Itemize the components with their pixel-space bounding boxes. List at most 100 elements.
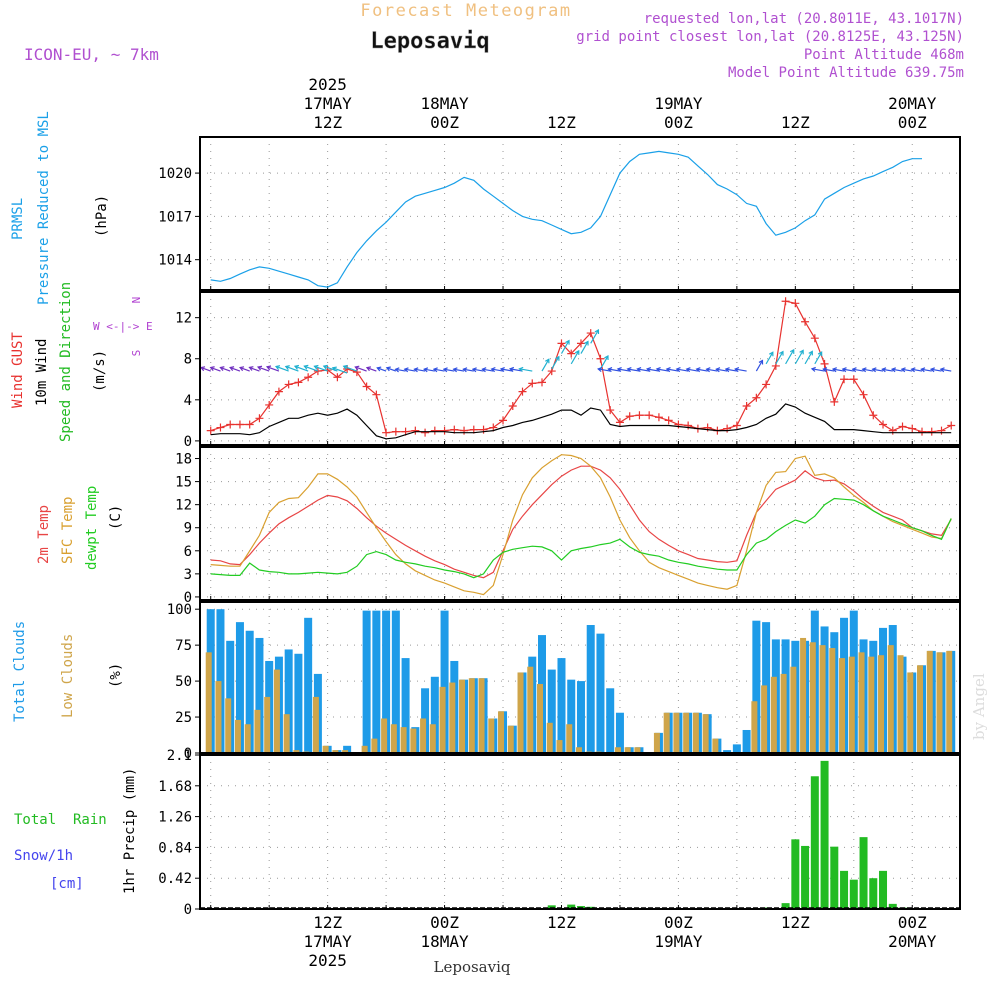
time-label-top: 00Z [430, 113, 459, 132]
low-cloud-bar [215, 681, 222, 753]
low-cloud-bar [712, 738, 719, 753]
wind-arrow [617, 368, 630, 372]
low-cloud-bar [205, 652, 212, 753]
rain-bar [547, 905, 556, 909]
low-cloud-bar [439, 686, 446, 753]
gust-point [781, 297, 790, 306]
gust-point [596, 354, 605, 363]
y-tick-label: 12 [175, 498, 192, 514]
gust-point [625, 412, 634, 421]
wind-arrow [220, 366, 231, 372]
y-tick-label: 18 [175, 452, 192, 468]
plot-area: 101410171020048120369121518025507510000.… [158, 75, 961, 970]
rain-bar [567, 904, 576, 909]
wind-arrow [832, 368, 845, 372]
low-cloud-bar [761, 685, 768, 753]
pressure-label-2: Pressure Reduced to MSL [36, 111, 52, 305]
low-cloud-bar [868, 656, 875, 753]
wind-arrow [355, 366, 367, 372]
gust-point [888, 426, 897, 435]
wind-arrow-head [715, 367, 721, 373]
total-cloud-bar [226, 640, 235, 753]
wind-arrow-head [636, 366, 642, 373]
total-cloud-bar [284, 649, 293, 753]
wind-arrow [500, 368, 513, 372]
gust-point [732, 421, 741, 430]
time-label-bottom: 17MAY [304, 932, 353, 951]
gust-point [849, 375, 858, 384]
cloud-label-1: Total Clouds [12, 621, 28, 722]
wind-arrow [872, 368, 884, 372]
time-label-top: 00Z [898, 113, 927, 132]
wind-arrow [862, 368, 874, 372]
wind-arrow-head [518, 366, 524, 372]
low-cloud-bar [566, 724, 573, 753]
low-cloud-bar [410, 728, 417, 753]
gust-point [440, 426, 449, 435]
gust-point [840, 375, 849, 384]
gust-point [762, 380, 771, 389]
low-cloud-bar [858, 652, 865, 753]
low-cloud-bar [663, 712, 670, 753]
wind-arrow [823, 368, 835, 372]
wind-arrow-head [604, 355, 609, 361]
low-cloud-bar [917, 665, 923, 753]
wind-arrow-head [890, 367, 897, 373]
y-tick-label: 50 [175, 674, 192, 690]
wind-arrow-head [841, 367, 847, 373]
wind-arrow [377, 367, 387, 372]
wind-arrow-head [831, 367, 837, 373]
wind-arrow-head [789, 348, 795, 354]
info-model-altitude: Model Point Altitude 639.75m [728, 65, 964, 81]
wind-arrow-head [490, 367, 496, 373]
gust-point [820, 359, 829, 368]
wind-arrow-head [645, 366, 652, 373]
wind-arrow [921, 368, 932, 372]
rain-bar [820, 760, 829, 909]
y-tick-label: 3 [184, 567, 192, 583]
gust-point [937, 426, 946, 435]
gust-point [508, 401, 517, 410]
temp-label-3: dewpt Temp [84, 486, 100, 570]
location-title: Leposaviq [370, 29, 489, 54]
total-cloud-bar [391, 610, 400, 753]
low-cloud-bar [887, 645, 894, 753]
gust-point [372, 390, 381, 399]
wind-arrow-head [248, 366, 254, 371]
time-label-top: 00Z [664, 113, 693, 132]
wind-arrow [891, 368, 903, 372]
gust-point [362, 382, 371, 391]
wind-arrow [560, 340, 570, 354]
info-requested: requested lon,lat (20.8011E, 43.1017N) [644, 11, 964, 27]
gust-point [538, 378, 546, 387]
gust-point [908, 424, 917, 433]
low-cloud-bar [420, 718, 427, 753]
wind-arrow-head [594, 328, 600, 335]
rain-bar [781, 903, 790, 909]
wind-arrow [686, 368, 699, 372]
rain-bar [810, 776, 819, 909]
precip-label-3: [cm] [50, 876, 84, 892]
wind-arrow [433, 368, 445, 372]
wind-arrow [930, 368, 942, 372]
model-label: ICON-EU, ~ 7km [24, 45, 159, 64]
rain-bar [888, 903, 897, 909]
wind-arrow [453, 368, 465, 372]
gust-point [654, 413, 663, 422]
total-cloud-bar [557, 658, 566, 753]
gust-point [576, 339, 585, 348]
low-cloud-bar [614, 747, 621, 753]
wind-arrow [239, 367, 250, 372]
wind-arrow-head [322, 364, 328, 370]
wind-arrow [257, 366, 270, 372]
wind-arrow [842, 368, 854, 372]
wind-arrow-head [265, 365, 272, 371]
total-cloud-bar [576, 681, 585, 753]
chart-title: Forecast Meteogram [360, 1, 571, 21]
gust-point [304, 373, 313, 382]
wind-arrow [911, 368, 923, 372]
time-label-bottom: 00Z [898, 913, 927, 932]
low-cloud-bar [692, 712, 699, 753]
wind-arrow [785, 349, 795, 365]
wind-arrow-head [545, 358, 550, 364]
